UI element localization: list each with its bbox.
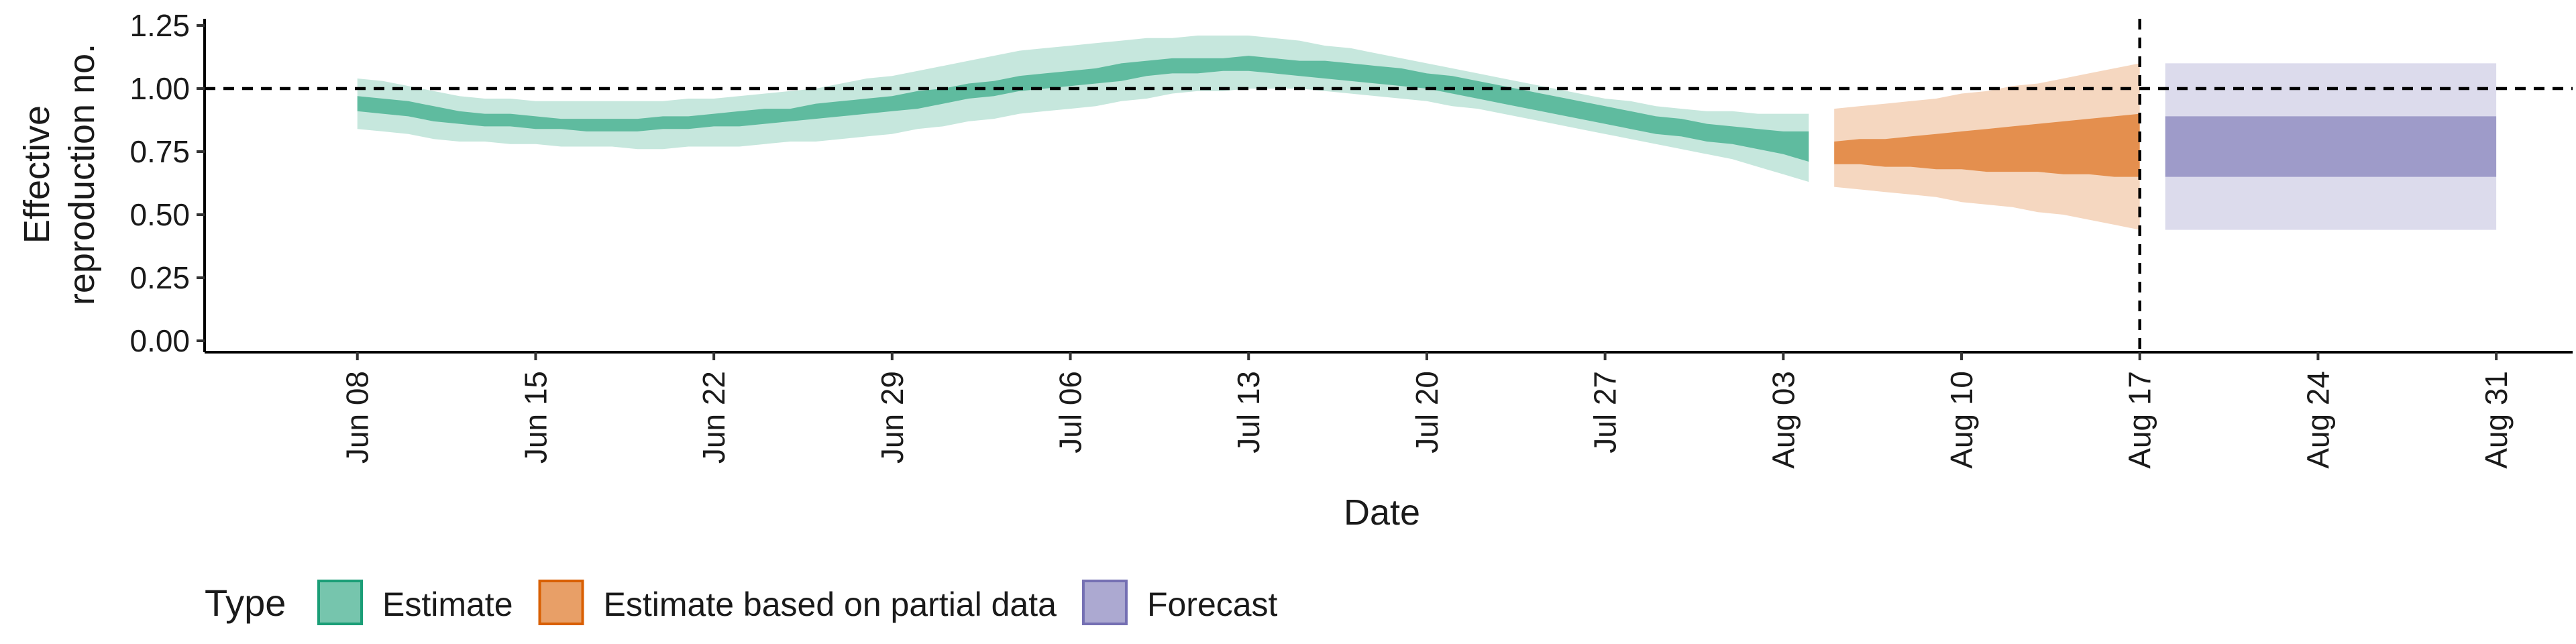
reference-lines (205, 19, 2573, 352)
y-tick-label: 0.50 (129, 197, 190, 232)
x-tick-label: Aug 10 (1944, 371, 1979, 469)
x-tick-label: Aug 03 (1766, 371, 1801, 469)
legend-swatch (538, 580, 584, 625)
legend-label: Estimate based on partial data (604, 586, 1057, 623)
bands-layer (357, 36, 2497, 230)
legend-label: Estimate (382, 586, 513, 623)
x-tick-label: Jun 29 (875, 371, 910, 464)
x-tick-label: Jul 06 (1053, 371, 1088, 453)
y-tick-label: 1.25 (129, 8, 190, 43)
x-tick-label: Jul 20 (1409, 371, 1444, 453)
estimate-band-90 (357, 36, 1809, 182)
estimate-band-50 (357, 56, 1809, 162)
estimate-based-on-partial-data-band-50 (1834, 113, 2140, 177)
x-tick-label: Jun 15 (518, 371, 553, 464)
y-tick-label: 0.25 (129, 260, 190, 295)
x-tick-label: Aug 17 (2123, 371, 2157, 469)
y-tick-label: 1.00 (129, 71, 190, 106)
y-axis-title-line-1: Effective (17, 105, 57, 244)
y-tick-label: 0.75 (129, 134, 190, 169)
x-tick-label: Jun 08 (340, 371, 375, 464)
x-tick-label: Jul 13 (1231, 371, 1266, 453)
x-tick-label: Aug 24 (2300, 371, 2335, 469)
x-axis-title: Date (1344, 492, 1420, 533)
legend-label: Forecast (1147, 586, 1278, 623)
legend-swatch (1081, 580, 1128, 625)
x-tick-label: Aug 31 (2479, 371, 2514, 469)
x-tick-label: Jun 22 (696, 371, 731, 464)
y-axis-title-line-2: reproduction no. (62, 44, 102, 305)
y-tick-label: 0.00 (129, 323, 190, 358)
forecast-band-50 (2165, 116, 2497, 177)
legend: Type Estimate Estimate based on partial d… (205, 580, 1278, 625)
legend-swatch (317, 580, 363, 625)
axes-layer: 0.00 0.25 0.50 0.75 1.00 1.25 Jun 08 Jun 15 Jun … (129, 8, 2573, 469)
x-tick-label: Jul 27 (1588, 371, 1623, 453)
legend-title: Type (205, 582, 286, 624)
